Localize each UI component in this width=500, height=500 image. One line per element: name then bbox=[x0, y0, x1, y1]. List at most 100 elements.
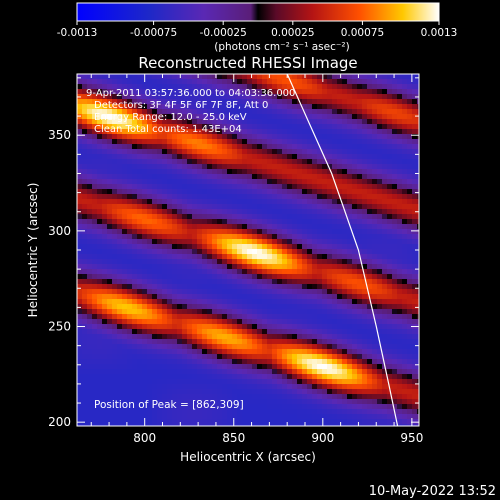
heatmap-cell bbox=[352, 109, 358, 115]
heatmap-cell bbox=[142, 154, 148, 160]
heatmap-cell bbox=[252, 189, 258, 195]
heatmap-cell bbox=[92, 284, 98, 290]
heatmap-cell bbox=[192, 369, 198, 375]
heatmap-cell bbox=[327, 169, 333, 175]
heatmap-cell bbox=[142, 314, 148, 320]
heatmap-cell bbox=[232, 74, 238, 80]
heatmap-cell bbox=[327, 74, 333, 80]
heatmap-cell bbox=[347, 84, 353, 90]
heatmap-cell bbox=[202, 174, 208, 180]
heatmap-cell bbox=[82, 189, 88, 195]
heatmap-cell bbox=[107, 289, 113, 295]
heatmap-cell bbox=[197, 124, 203, 130]
heatmap-cell bbox=[92, 209, 98, 215]
heatmap-cell bbox=[177, 209, 183, 215]
heatmap-cell bbox=[82, 129, 88, 135]
heatmap-cell bbox=[317, 264, 323, 270]
heatmap-cell bbox=[337, 399, 343, 405]
heatmap-cell bbox=[337, 134, 343, 140]
heatmap-cell bbox=[92, 369, 98, 375]
heatmap-cell bbox=[317, 174, 323, 180]
heatmap-cell bbox=[357, 419, 363, 425]
heatmap-cell bbox=[362, 119, 368, 125]
heatmap-cell bbox=[407, 374, 413, 380]
heatmap-cell bbox=[162, 74, 168, 80]
heatmap-cell bbox=[247, 154, 253, 160]
heatmap-cell bbox=[227, 364, 233, 370]
heatmap-cell bbox=[197, 394, 203, 400]
heatmap-cell bbox=[377, 239, 383, 245]
heatmap-cell bbox=[252, 74, 258, 80]
heatmap-cell bbox=[222, 374, 228, 380]
heatmap-cell bbox=[102, 199, 108, 205]
heatmap-cell bbox=[327, 344, 333, 350]
heatmap-cell bbox=[407, 99, 413, 105]
heatmap-cell bbox=[102, 174, 108, 180]
heatmap-cell bbox=[167, 409, 173, 415]
heatmap-cell bbox=[362, 89, 368, 95]
heatmap-cell bbox=[112, 424, 118, 426]
heatmap-cell bbox=[282, 179, 288, 185]
heatmap-cell bbox=[347, 159, 353, 165]
heatmap-cell bbox=[112, 269, 118, 275]
heatmap-cell bbox=[407, 124, 413, 130]
heatmap-cell bbox=[247, 214, 253, 220]
heatmap-cell bbox=[207, 94, 213, 100]
heatmap-cell bbox=[122, 164, 128, 170]
heatmap-cell bbox=[282, 424, 288, 426]
heatmap-cell bbox=[87, 119, 93, 125]
heatmap-cell bbox=[267, 204, 273, 210]
heatmap-cell bbox=[292, 259, 298, 265]
heatmap-cell bbox=[392, 309, 398, 315]
heatmap-cell bbox=[222, 319, 228, 325]
heatmap-cell bbox=[312, 164, 318, 170]
heatmap-cell bbox=[287, 299, 293, 305]
heatmap-cell bbox=[257, 164, 263, 170]
heatmap-cell bbox=[402, 319, 408, 325]
heatmap-cell bbox=[267, 399, 273, 405]
heatmap-cell bbox=[87, 299, 93, 305]
heatmap-cell bbox=[177, 299, 183, 305]
heatmap-cell bbox=[337, 364, 343, 370]
heatmap-cell bbox=[112, 129, 118, 135]
heatmap-cell bbox=[172, 299, 178, 305]
heatmap-cell bbox=[337, 159, 343, 165]
heatmap-cell bbox=[217, 124, 223, 130]
heatmap-cell bbox=[187, 404, 193, 410]
heatmap-cell bbox=[207, 409, 213, 415]
heatmap-cell bbox=[407, 114, 413, 120]
heatmap-cell bbox=[77, 364, 83, 370]
heatmap-cell bbox=[172, 219, 178, 225]
heatmap-cell bbox=[382, 279, 388, 285]
heatmap-cell bbox=[372, 224, 378, 230]
heatmap-cell bbox=[262, 109, 268, 115]
heatmap-cell bbox=[302, 224, 308, 230]
heatmap-cell bbox=[312, 79, 318, 85]
heatmap-cell bbox=[102, 324, 108, 330]
heatmap-cell bbox=[392, 269, 398, 275]
heatmap-cell bbox=[417, 279, 419, 285]
heatmap-cell bbox=[352, 114, 358, 120]
heatmap-cell bbox=[307, 99, 313, 105]
heatmap-cell bbox=[357, 114, 363, 120]
heatmap-cell bbox=[252, 274, 258, 280]
heatmap-cell bbox=[77, 369, 83, 375]
heatmap-cell bbox=[262, 174, 268, 180]
heatmap-cell bbox=[172, 344, 178, 350]
heatmap-cell bbox=[167, 89, 173, 95]
heatmap-cell bbox=[252, 334, 258, 340]
heatmap-cell bbox=[92, 174, 98, 180]
heatmap-cell bbox=[102, 159, 108, 165]
heatmap-cell bbox=[397, 269, 403, 275]
heatmap-cell bbox=[332, 149, 338, 155]
heatmap-cell bbox=[377, 344, 383, 350]
heatmap-cell bbox=[397, 114, 403, 120]
heatmap-cell bbox=[97, 419, 103, 425]
heatmap-cell bbox=[187, 119, 193, 125]
heatmap-cell bbox=[332, 269, 338, 275]
heatmap-cell bbox=[297, 379, 303, 385]
heatmap-cell bbox=[392, 384, 398, 390]
heatmap-cell bbox=[227, 414, 233, 420]
heatmap-cell bbox=[322, 124, 328, 130]
heatmap-cell bbox=[262, 74, 268, 80]
